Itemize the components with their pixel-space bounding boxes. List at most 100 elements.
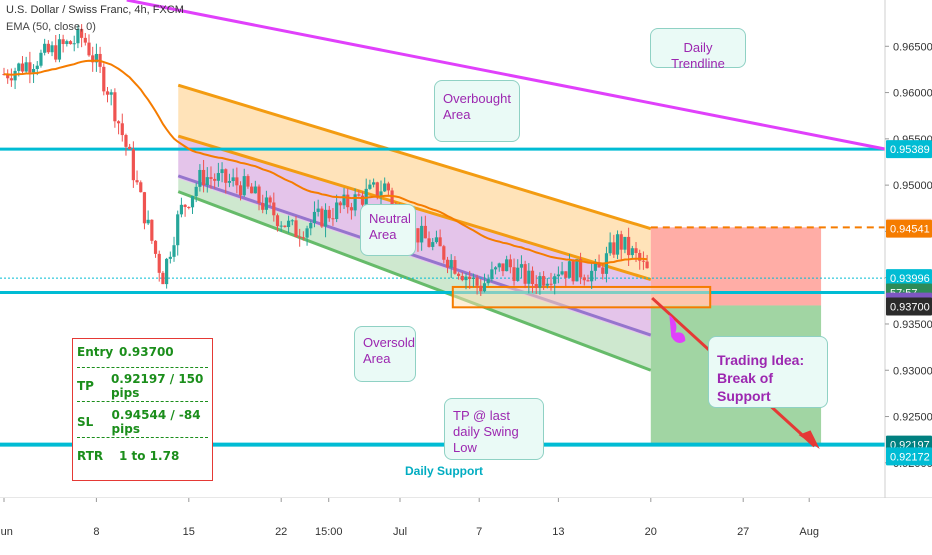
- info-row-entry: Entry 0.93700: [77, 341, 208, 363]
- price-tag: [886, 269, 932, 288]
- candle-body: [35, 65, 39, 70]
- candle-body: [13, 70, 17, 81]
- candle-body: [6, 74, 10, 79]
- candle-body: [105, 91, 110, 95]
- candle-body: [190, 196, 195, 208]
- candle-body: [619, 234, 623, 250]
- candle-body: [9, 78, 13, 81]
- candle-body: [586, 280, 590, 282]
- candle-body: [301, 237, 305, 239]
- time-tick-label: 27: [737, 526, 749, 538]
- candle-body: [31, 69, 36, 73]
- candle-body: [161, 272, 165, 285]
- candle-body: [534, 284, 538, 288]
- candle-body: [512, 267, 516, 281]
- candle-body: [279, 225, 283, 227]
- channel-lower-line: [177, 174, 652, 337]
- candle-body: [505, 259, 509, 272]
- tp-label-line1: TP @ last: [453, 408, 511, 423]
- candle-body: [578, 259, 583, 278]
- time-tick-label: 8: [93, 526, 99, 538]
- candle-body: [523, 264, 527, 284]
- price-tick-label: 0.96500: [893, 41, 932, 53]
- daily-trendline[interactable]: [126, 0, 886, 151]
- info-tp-value: 0.92197 / 150 pips: [110, 372, 204, 400]
- candle-body: [50, 45, 54, 53]
- time-tick-label: 7: [476, 526, 482, 538]
- time-tick-label: 15:00: [315, 526, 343, 538]
- info-entry-key: Entry: [77, 345, 114, 359]
- neutral-callout[interactable]: Neutral Area: [360, 204, 416, 256]
- candle-body: [464, 276, 468, 281]
- price-tick-label: 0.93500: [893, 319, 932, 331]
- channel-bottom-line: [177, 190, 652, 372]
- candle-body: [157, 253, 161, 273]
- candle-body: [201, 169, 206, 186]
- candle-body: [294, 220, 298, 237]
- candle-body: [538, 276, 542, 288]
- trading-idea-line1: Trading Idea:: [717, 352, 805, 368]
- candle-body: [453, 260, 457, 274]
- candle-body: [641, 260, 646, 262]
- time-tick-label: 13: [552, 526, 564, 538]
- candle-body: [490, 269, 494, 280]
- candle-body: [475, 277, 479, 286]
- candle-body: [205, 177, 209, 186]
- price-tick-label: 0.96000: [893, 88, 932, 100]
- candle-body: [250, 186, 254, 194]
- candle-body: [57, 39, 62, 60]
- candle-body: [346, 194, 350, 208]
- info-entry-value: 0.93700: [119, 345, 174, 359]
- oversold-callout[interactable]: Oversold Area: [354, 326, 416, 382]
- candle-body: [471, 277, 475, 279]
- candle-body: [87, 42, 91, 56]
- candle-body: [268, 197, 272, 203]
- candle-body: [242, 176, 246, 196]
- ema-line: [3, 59, 648, 265]
- candle-body: [442, 246, 446, 260]
- info-row-sl: SL 0.94544 / -84 pips: [77, 408, 208, 436]
- trading-idea-callout[interactable]: Trading Idea: Break of Support: [708, 336, 828, 408]
- candle-body: [20, 63, 25, 72]
- candle-body: [593, 262, 597, 271]
- price-tick-label: 0.93000: [893, 365, 932, 377]
- candle-body: [43, 43, 47, 53]
- time-tick-label: 15: [183, 526, 195, 538]
- overbought-callout[interactable]: Overbought Area: [434, 80, 520, 142]
- candle-body: [360, 195, 365, 205]
- info-tp-key: TP: [77, 379, 94, 393]
- candle-body: [253, 186, 257, 194]
- neutral-label-line1: Neutral: [369, 211, 411, 226]
- candle-body: [216, 173, 220, 181]
- candle-body: [438, 237, 442, 247]
- candle-body: [368, 184, 372, 189]
- candle-body: [179, 204, 184, 215]
- candle-body: [131, 149, 135, 181]
- candle-body: [612, 242, 616, 255]
- candle-body: [17, 63, 21, 71]
- candle-body: [582, 277, 586, 281]
- oversold-label-line1: Oversold: [363, 335, 416, 350]
- candle-body: [150, 219, 154, 241]
- neutral-label-line2: Area: [369, 227, 397, 242]
- candle-body: [91, 55, 95, 63]
- candle-body: [575, 259, 579, 282]
- tp-callout[interactable]: TP @ last daily Swing Low: [444, 398, 544, 460]
- candle-body: [80, 28, 84, 38]
- support-zone-box: [451, 285, 712, 309]
- candle-body: [516, 267, 520, 281]
- overbought-label-line1: Overbought: [443, 91, 511, 106]
- candle-body: [519, 264, 524, 268]
- time-axis-bg: [0, 498, 932, 550]
- candle-body: [116, 121, 121, 124]
- candle-body: [383, 183, 387, 192]
- candle-body: [153, 240, 158, 254]
- tp-label-line2: daily Swing Low: [453, 424, 519, 455]
- info-divider: [77, 437, 208, 438]
- candle-body: [375, 182, 379, 196]
- info-row-tp: TP 0.92197 / 150 pips: [77, 372, 208, 400]
- daily-trendline-callout[interactable]: Daily Trendline: [650, 28, 746, 71]
- candle-body: [65, 41, 69, 45]
- candle-body: [209, 177, 213, 179]
